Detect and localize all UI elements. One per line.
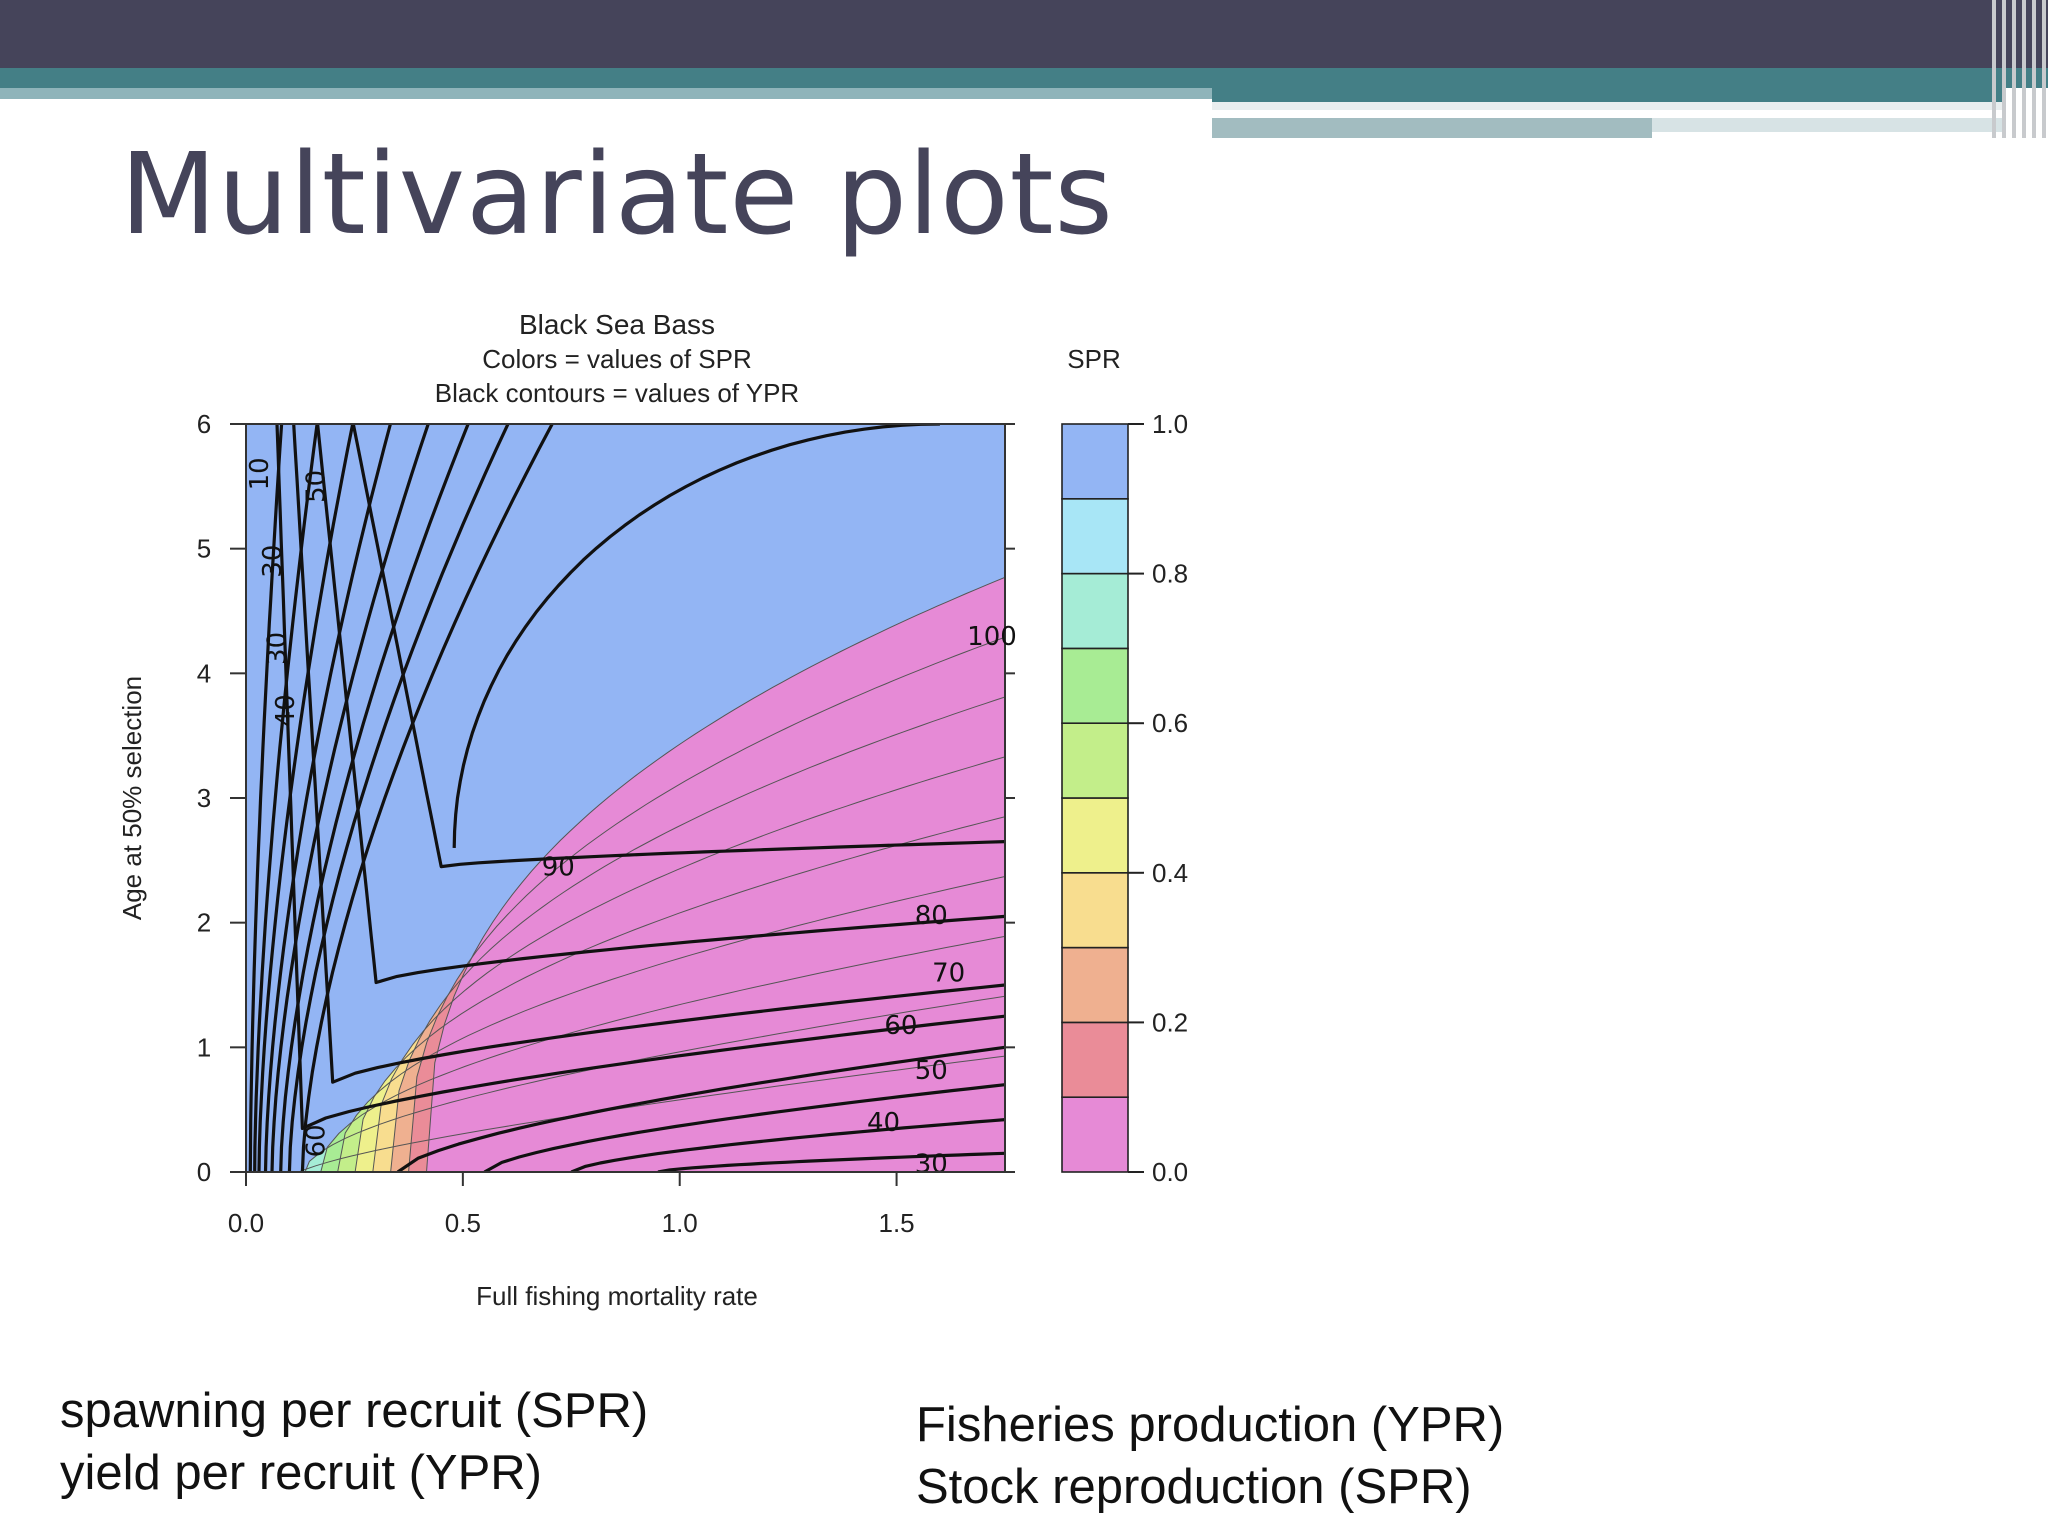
colorbar-segment: [1061, 1096, 1129, 1173]
colorbar-tick-label: 0.8: [1152, 559, 1188, 589]
y-tick-label: 5: [197, 534, 211, 564]
ypr-contour: [292, 424, 1005, 1084]
spr-level-line: [297, 1055, 1005, 1172]
colorbar-tick-label: 0.6: [1152, 708, 1188, 738]
contour-label: 30: [915, 1149, 948, 1179]
colorbar-segment: [1061, 647, 1129, 725]
ypr-contour: [270, 424, 430, 1172]
x-axis-label: Full fishing mortality rate: [476, 1281, 758, 1311]
y-axis: 0 1 2 3 4 5 6: [197, 409, 1015, 1187]
header-stripe-right-light: [1212, 118, 1652, 138]
contour-label: 30: [258, 545, 288, 578]
contour-label: 40: [271, 694, 301, 727]
ypr-contour: [351, 424, 1005, 869]
header-stripe-right-gap: [1212, 102, 2002, 110]
left-note-line-2: yield per recruit (YPR): [60, 1446, 542, 1500]
x-tick-label: 0.0: [228, 1208, 264, 1238]
y-axis-label: Age at 50% selection: [117, 676, 147, 920]
spr-level-line: [372, 756, 1005, 1172]
colorbar-tick-label: 0.0: [1152, 1157, 1188, 1187]
ypr-contour: [452, 424, 940, 848]
header-stripe-light: [0, 88, 1212, 99]
spr-level-line: [408, 636, 1005, 1172]
x-axis: 0.0 0.5 1.0 1.5: [228, 1171, 1005, 1238]
chart-subtitle-2: Black contours = values of YPR: [435, 378, 799, 408]
x-tick-label: 1.0: [662, 1208, 698, 1238]
slide-title: Multivariate plots: [120, 130, 1114, 260]
colorbar-tick-label: 0.4: [1152, 858, 1188, 888]
ypr-contour: [248, 424, 284, 1172]
contour-label: 40: [867, 1108, 900, 1138]
colorbar-segment: [1061, 1021, 1129, 1099]
ypr-contour: [263, 424, 392, 1172]
ypr-contour: [396, 1045, 1005, 1172]
spr-level-line: [426, 576, 1005, 1172]
ypr-contour: [657, 1151, 1005, 1172]
colorbar-segment: [1061, 497, 1129, 575]
spr-level-line: [320, 935, 1005, 1172]
colorbar-title: SPR: [1067, 344, 1120, 374]
ypr-contour: [570, 1118, 1005, 1172]
right-note: Fisheries production (YPR) Stock reprodu…: [916, 1394, 1504, 1518]
contour-label: 30: [262, 632, 292, 665]
contour-label: 50: [915, 1056, 948, 1086]
chart-subtitle-1: Colors = values of SPR: [482, 344, 752, 374]
contour-label: 70: [932, 959, 965, 989]
right-note-line-2: Stock reproduction (SPR): [916, 1460, 1472, 1514]
contour-label: 10: [245, 457, 275, 490]
spr-band: [426, 577, 1005, 1172]
ypr-contour: [316, 424, 1005, 985]
header-corner-decoration: [1988, 0, 2048, 140]
colorbar-segment: [1061, 871, 1129, 949]
left-note: spawning per recruit (SPR) yield per rec…: [60, 1380, 648, 1504]
contour-label: 50: [301, 470, 331, 503]
y-tick-label: 0: [197, 1157, 211, 1187]
x-tick-label: 0.5: [445, 1208, 481, 1238]
ypr-contour: [275, 424, 1005, 1130]
y-tick-label: 3: [197, 783, 211, 813]
header-bar: [0, 0, 2048, 68]
colorbar-segment: [1061, 722, 1129, 799]
contour-label: 80: [915, 901, 948, 931]
ypr-contour: [287, 424, 510, 1172]
y-tick-label: 1: [197, 1032, 211, 1062]
colorbar-tick-label: 0.2: [1152, 1007, 1188, 1037]
colorbar-segment: [1061, 423, 1129, 500]
contour-label: 90: [542, 853, 575, 883]
spr-level-line: [304, 995, 1005, 1172]
ypr-contour: [300, 424, 554, 1172]
x-tick-label: 1.5: [878, 1208, 914, 1238]
ypr-contour: [483, 1083, 1005, 1172]
chart-title: Black Sea Bass: [519, 309, 715, 340]
contour-label: 60: [301, 1124, 331, 1157]
y-tick-label: 2: [197, 908, 211, 938]
header-stripe-right: [1212, 88, 2002, 102]
spr-level-line: [390, 696, 1005, 1172]
ypr-contour: [279, 424, 470, 1172]
colorbar-segment: [1061, 946, 1129, 1024]
y-tick-label: 4: [197, 658, 211, 688]
spr-level-lines: [297, 576, 1005, 1172]
colorbar-segment: [1061, 797, 1129, 874]
header-stripe: [0, 68, 2048, 88]
right-note-line-1: Fisheries production (YPR): [916, 1398, 1505, 1452]
contour-label: 60: [884, 1011, 917, 1041]
ypr-contours: [248, 424, 1005, 1172]
spr-color-bar: 0.0 0.2 0.4 0.6 0.8 1.0: [1061, 409, 1188, 1187]
spr-color-fill: [246, 424, 1005, 1172]
left-note-line-1: spawning per recruit (SPR): [60, 1384, 649, 1438]
colorbar-tick-label: 1.0: [1152, 409, 1188, 439]
contour-label: 100: [967, 622, 1017, 652]
ypr-contour-labels: 10 50 30 30 40 60 90 80 70 60 50 40 30 100: [245, 457, 1017, 1179]
colorbar-segment: [1061, 572, 1129, 650]
y-tick-label: 6: [197, 409, 211, 439]
header-stripe-right-pale: [1652, 118, 2002, 132]
spr-level-line: [337, 876, 1005, 1172]
